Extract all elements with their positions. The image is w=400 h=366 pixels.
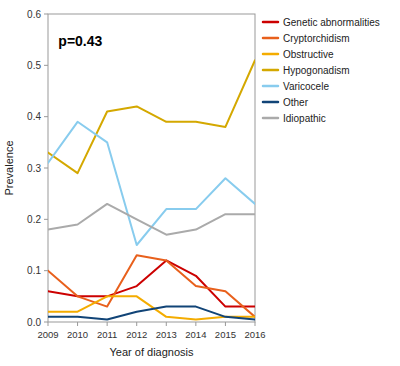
x-tick [48,322,49,326]
legend-swatch [263,85,278,88]
y-tick [44,168,48,169]
legend-label: Idiopathic [283,113,326,124]
y-tick [44,219,48,220]
y-tick-label: 0.5 [27,60,41,71]
series-line [48,260,255,306]
legend-label: Hypogonadism [283,65,350,76]
x-tick-label: 2016 [244,329,265,340]
chart: 0.0 0.1 0.2 0.3 0.4 0.5 0.6 2009 2010 2011 2012 201… [0,0,400,366]
y-tick [44,14,48,15]
y-tick [44,116,48,117]
legend-label: Genetic abnormalities [283,17,380,28]
annotation: p=0.43 [58,33,102,49]
x-axis-label: Year of diagnosis [110,346,194,358]
legend-label: Cryptorchidism [283,33,350,44]
x-tick [107,322,108,326]
x-tick-label: 2014 [185,329,206,340]
x-tick [195,322,196,326]
series-line [48,204,255,235]
legend-label: Varicocele [283,81,329,92]
x-tick-label: 2009 [37,329,58,340]
legend-label: Obstructive [283,49,334,60]
legend-swatch [263,53,278,56]
series-line [48,307,255,320]
series-line [48,296,255,319]
y-tick [44,322,48,323]
legend-label: Other [283,97,309,108]
legend-swatch [263,117,278,120]
x-tick [255,322,256,326]
x-tick [225,322,226,326]
x-tick-label: 2010 [67,329,88,340]
x-tick [136,322,137,326]
x-tick [166,322,167,326]
y-tick-label: 0.1 [27,265,41,276]
legend-swatch [263,21,278,24]
x-tick-label: 2013 [156,329,177,340]
x-tick [77,322,78,326]
y-tick-label: 0.0 [27,317,41,328]
y-tick [44,65,48,66]
series-line [48,122,255,245]
lines [48,60,255,319]
y-tick-label: 0.2 [27,214,41,225]
y-tick-label: 0.4 [27,111,41,122]
x-tick-label: 2011 [97,329,117,340]
legend: Genetic abnormalities Cryptorchidism Obstr… [263,17,380,124]
series-line [48,60,255,173]
y-tick [44,270,48,271]
plot-frame [48,14,255,322]
legend-swatch [263,69,278,72]
x-tick-label: 2015 [215,329,236,340]
y-axis-label: Prevalence [3,140,15,195]
legend-swatch [263,101,278,104]
x-tick-label: 2012 [126,329,147,340]
y-tick-label: 0.6 [27,9,41,20]
y-tick-label: 0.3 [27,163,41,174]
legend-swatch [263,37,278,40]
